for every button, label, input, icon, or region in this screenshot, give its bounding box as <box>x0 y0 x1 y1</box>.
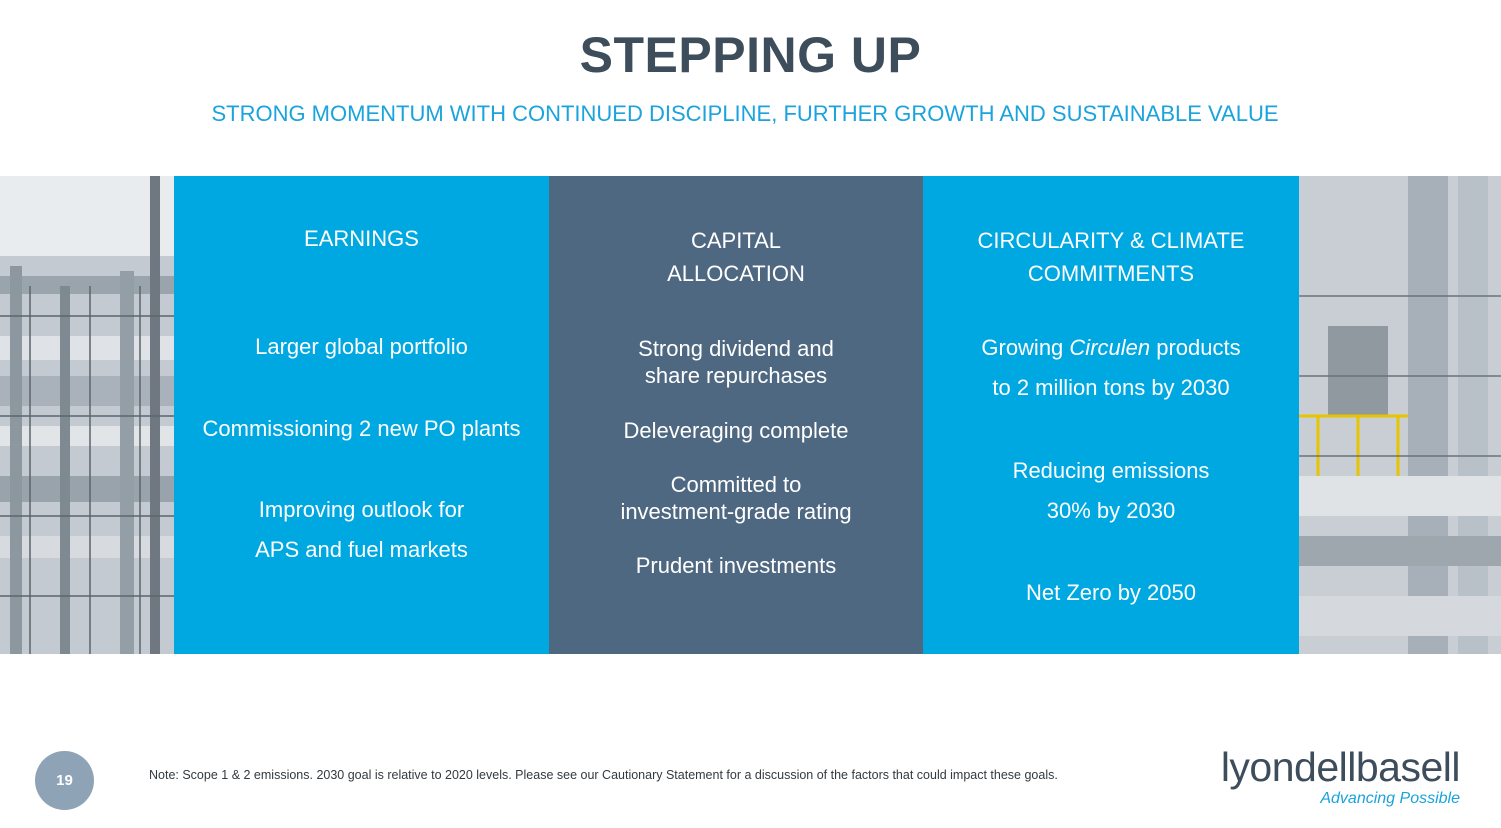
earnings-item-outlook-line2: APS and fuel markets <box>255 537 468 562</box>
capital-item-dividend-line2: share repurchases <box>644 363 828 388</box>
circularity-header-line2: COMMITMENTS <box>1027 261 1195 286</box>
lyondellbasell-logo: lyondellbasell Advancing Possible <box>1220 744 1461 808</box>
earnings-panel: EARNINGS Larger global portfolio Commiss… <box>174 176 549 654</box>
circulen-brand: Circulen <box>1069 335 1151 360</box>
earnings-item-po-plants: Commissioning 2 new PO plants <box>202 416 521 441</box>
circularity-item-emissions-line2: 30% by 2030 <box>1046 498 1176 523</box>
circulen-pre: Growing <box>981 335 1070 360</box>
circularity-item-circulen-line2: to 2 million tons by 2030 <box>992 375 1230 400</box>
capital-item-rating: Committed to investment-grade rating <box>549 471 923 525</box>
earnings-item-portfolio: Larger global portfolio <box>255 334 468 359</box>
circularity-header-line1: CIRCULARITY & CLIMATE <box>977 228 1245 253</box>
slide-subtitle: STRONG MOMENTUM WITH CONTINUED DISCIPLIN… <box>211 101 1279 126</box>
capital-item-dividend-line1: Strong dividend and <box>638 336 834 361</box>
capital-allocation-panel: CAPITAL ALLOCATION Strong dividend and s… <box>549 176 923 654</box>
industrial-plant-photo-left <box>0 176 174 654</box>
industrial-plant-photo-right <box>1298 176 1501 654</box>
capital-item-rating-line2: investment-grade rating <box>620 499 852 524</box>
circularity-header: CIRCULARITY & CLIMATE COMMITMENTS <box>923 224 1299 290</box>
footnote: Note: Scope 1 & 2 emissions. 2030 goal i… <box>149 768 1058 782</box>
capital-item-rating-line1: Committed to <box>670 472 802 497</box>
logo-tagline: Advancing Possible <box>1320 790 1460 807</box>
earnings-item-outlook-line1: Improving outlook for <box>258 497 465 522</box>
slide-title: STEPPING UP <box>579 27 922 83</box>
circularity-item-net-zero: Net Zero by 2050 <box>1026 580 1196 605</box>
page-number-badge: 19 <box>35 751 94 810</box>
capital-item-dividend: Strong dividend and share repurchases <box>549 335 923 389</box>
earnings-header: EARNINGS <box>304 226 419 251</box>
capital-header: CAPITAL ALLOCATION <box>549 224 923 290</box>
logo-wordmark: lyondellbasell <box>1220 744 1461 790</box>
circularity-item-circulen-line1: Growing Circulen products <box>923 328 1299 368</box>
circularity-climate-panel: CIRCULARITY & CLIMATE COMMITMENTS Growin… <box>923 176 1299 654</box>
circularity-item-circulen: Growing Circulen products to 2 million t… <box>923 328 1299 408</box>
circularity-item-emissions: Reducing emissions 30% by 2030 <box>923 451 1299 531</box>
capital-header-line2: ALLOCATION <box>667 261 805 286</box>
earnings-item-outlook: Improving outlook for APS and fuel marke… <box>174 490 549 570</box>
capital-item-investments: Prudent investments <box>635 553 837 578</box>
capital-header-line1: CAPITAL <box>690 228 782 253</box>
circularity-item-emissions-line1: Reducing emissions <box>1012 458 1210 483</box>
circulen-post: products <box>1150 335 1241 360</box>
capital-item-deleveraging: Deleveraging complete <box>623 418 849 443</box>
